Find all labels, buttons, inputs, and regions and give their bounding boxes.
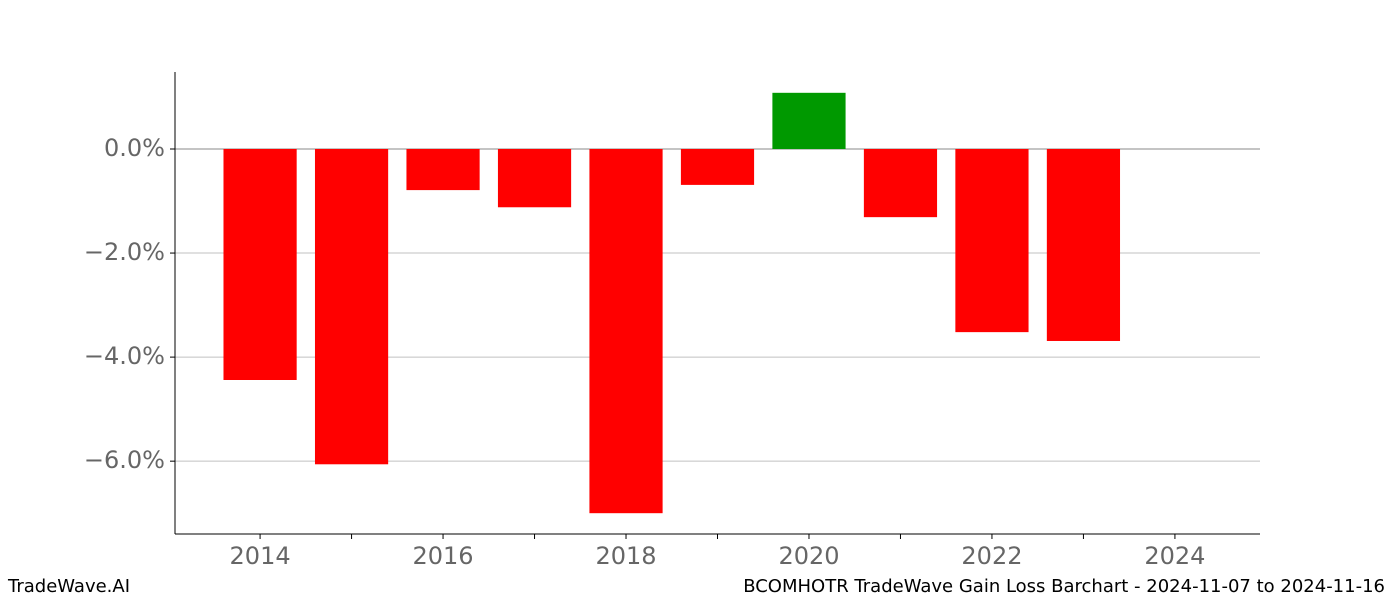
x-tick-label: 2020: [778, 542, 839, 570]
x-tick-label: 2018: [595, 542, 656, 570]
y-tick-label: 0.0%: [104, 134, 165, 162]
bar: [1046, 149, 1121, 341]
bar: [589, 149, 663, 514]
x-tick-label: 2022: [961, 542, 1022, 570]
bar: [314, 149, 389, 465]
watermark: TradeWave.AI: [7, 576, 130, 597]
bar: [223, 149, 297, 380]
bar: [497, 149, 572, 208]
x-tick-label: 2014: [230, 542, 291, 570]
x-tick-label: 2016: [413, 542, 474, 570]
y-tick-label: −2.0%: [84, 238, 165, 266]
bar: [863, 149, 938, 218]
x-tick-label: 2024: [1144, 542, 1205, 570]
y-tick-label: −6.0%: [84, 446, 165, 474]
bar: [680, 149, 755, 185]
y-tick-label: −4.0%: [84, 342, 165, 370]
bar: [406, 149, 480, 191]
chart-caption: BCOMHOTR TradeWave Gain Loss Barchart - …: [743, 576, 1385, 597]
bar: [772, 92, 846, 149]
bar: [955, 149, 1029, 333]
